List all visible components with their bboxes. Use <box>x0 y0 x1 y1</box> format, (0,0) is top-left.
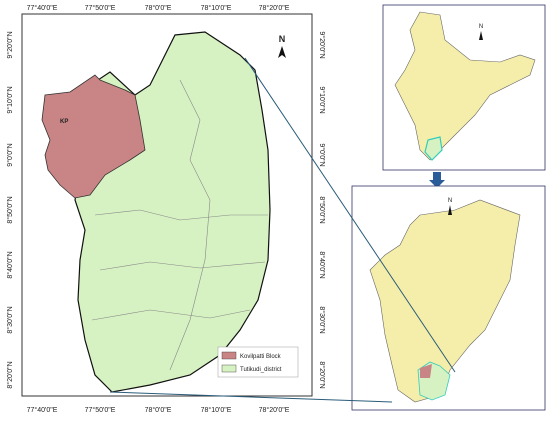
legend-swatch <box>221 364 237 373</box>
north-label: N <box>479 24 483 30</box>
lat-label: 8°20'0"N <box>6 361 14 388</box>
lat-label: 8°50'0"N <box>6 196 14 223</box>
lat-label: 8°20'0"N <box>318 361 326 388</box>
graticule-labels: 77°40'0"E 77°40'0"E 77°50'0"E 77°50'0"E 78°0… <box>6 4 326 414</box>
north-arrow <box>479 31 483 40</box>
block-inset <box>420 364 432 378</box>
lon-label: 78°10'0"E <box>201 406 232 414</box>
legend-label: Kovilpatti Block <box>240 354 282 360</box>
lat-label: 9°10'0"N <box>318 86 326 113</box>
lon-label: 77°40'0"E <box>27 4 58 12</box>
lat-label: 8°30'0"N <box>6 306 14 333</box>
lat-label: 8°40'0"N <box>6 251 14 278</box>
lat-label: 9°0'0"N <box>6 143 14 166</box>
lon-label: 78°0'0"E <box>145 406 172 414</box>
lat-label: 9°20'0"N <box>6 31 14 58</box>
lat-label: 8°50'0"N <box>318 196 326 223</box>
taluk-boundaries <box>91 79 268 371</box>
lon-label: 77°50'0"E <box>85 406 116 414</box>
connector <box>244 57 456 373</box>
block-label: KP <box>60 119 68 125</box>
north-label: N <box>448 198 452 204</box>
connector <box>109 391 393 403</box>
lat-label: 8°30'0"N <box>318 306 326 333</box>
block <box>41 74 146 199</box>
lat-label: 8°40'0"N <box>318 251 326 278</box>
lon-label: 78°20'0"E <box>259 406 290 414</box>
lon-label: 78°10'0"E <box>201 4 232 12</box>
lat-label: 9°20'0"N <box>318 31 326 58</box>
north-label: N <box>279 34 286 44</box>
north-arrow <box>448 205 452 215</box>
lat-label: 9°10'0"N <box>6 86 14 113</box>
india <box>394 11 536 161</box>
north-arrow <box>278 46 286 58</box>
lon-label: 77°40'0"E <box>27 406 58 414</box>
legend-label: Tutikudi_district <box>240 367 282 373</box>
lat-label: 9°0'0"N <box>318 143 326 166</box>
lon-label: 77°50'0"E <box>85 4 116 12</box>
down-arrow <box>429 172 445 188</box>
lon-label: 78°20'0"E <box>259 4 290 12</box>
lon-label: 78°0'0"E <box>145 4 172 12</box>
tamil-nadu-highlight <box>424 136 443 161</box>
legend-swatch <box>221 351 237 360</box>
